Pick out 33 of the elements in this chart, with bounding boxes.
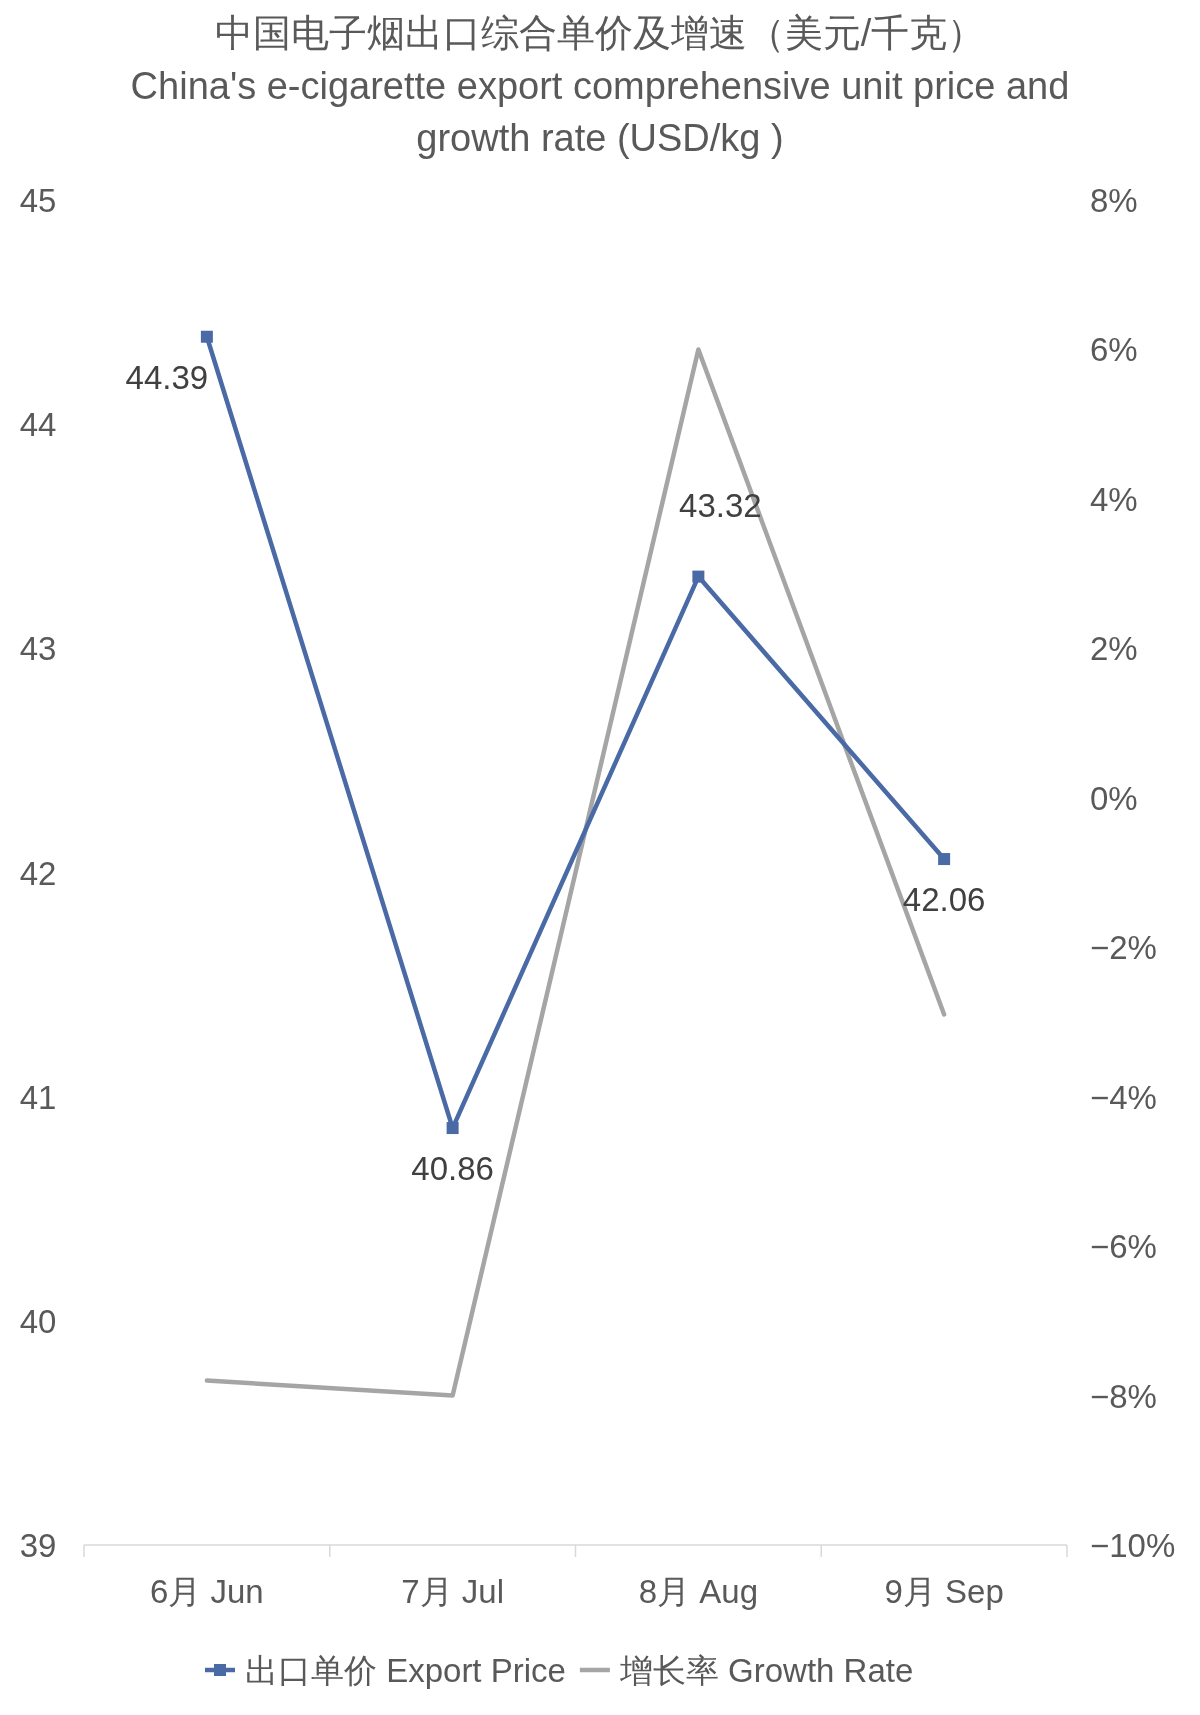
legend-label: 出口单价 Export Price [245, 1652, 566, 1689]
x-tick-label: 9月 Sep [884, 1573, 1004, 1610]
y2-tick-label: 6% [1090, 331, 1138, 369]
y2-tick-label: 2% [1090, 630, 1138, 668]
y-tick-label: 44 [19, 406, 57, 444]
y2-tick-label: −8% [1090, 1377, 1157, 1415]
y2-tick-label: 8% [1090, 182, 1138, 219]
point [200, 330, 213, 343]
data-label: 40.86 [411, 1150, 494, 1188]
point [938, 853, 951, 866]
y-tick-label: 39 [19, 1527, 57, 1564]
x-tick-label: 6月 Jun [150, 1573, 264, 1610]
point [446, 1122, 459, 1135]
chart-subtitle: China's e-cigarette export comprehensive unit price and growth rate (USD/kg ) [129, 64, 1071, 161]
y2-tick-label: 0% [1090, 779, 1138, 817]
y2-tick-label: −10% [1090, 1527, 1176, 1564]
y-tick-label: 40 [19, 1302, 57, 1340]
data-label: 43.32 [679, 486, 762, 524]
y2-tick-label: −2% [1090, 929, 1157, 967]
y2-tick-label: −4% [1090, 1078, 1157, 1116]
data-label: 42.06 [902, 881, 986, 919]
y2-tick-label: 4% [1090, 480, 1138, 518]
legend-label: 增长率 Growth Rate [618, 1652, 914, 1689]
x-tick-label: 8月 Aug [638, 1573, 758, 1610]
chart-title: 中国电子烟出口综合单价及增速（美元/千克） [213, 11, 987, 56]
y2-tick-label: −6% [1090, 1228, 1157, 1266]
y-tick-label: 41 [19, 1078, 57, 1116]
y-tick-label: 42 [19, 854, 57, 892]
x-tick-label: 7月 Jul [401, 1573, 504, 1610]
y-tick-label: 45 [19, 182, 57, 219]
point [692, 570, 705, 583]
y-tick-label: 43 [19, 630, 57, 668]
data-label: 44.39 [125, 358, 209, 396]
